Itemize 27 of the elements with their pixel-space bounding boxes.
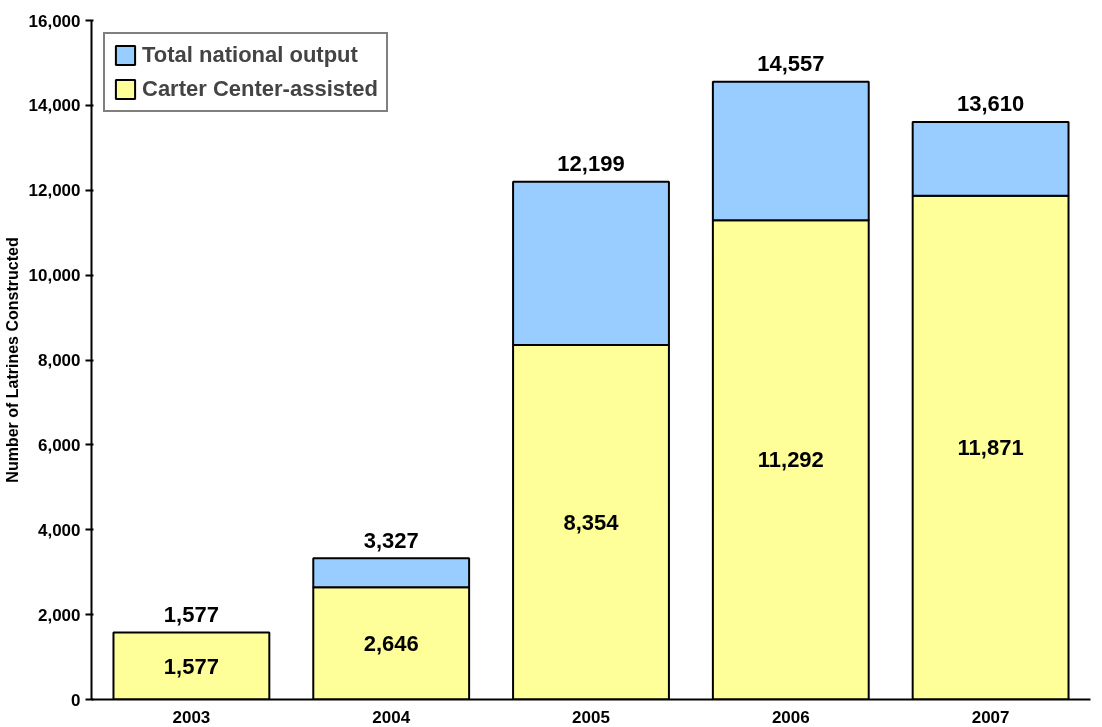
total-label: 1,577 [163, 601, 219, 627]
y-tick-label: 6,000 [37, 435, 81, 455]
y-tick-label: 4,000 [37, 520, 81, 540]
y-tick-label: 0 [71, 690, 81, 710]
y-tick-label: 2,000 [37, 605, 81, 625]
legend-label: Carter Center-assisted [142, 76, 378, 102]
total-label: 14,557 [757, 51, 825, 77]
y-tick-label: 12,000 [28, 181, 81, 201]
data-label: 11,871 [957, 435, 1024, 461]
total-label: 13,610 [956, 91, 1025, 117]
x-tick-label: 2005 [572, 707, 610, 727]
y-tick-label: 14,000 [28, 96, 81, 116]
y-axis-title: Number of Latrines Constructed [3, 237, 21, 483]
x-tick-label: 2006 [771, 707, 810, 727]
data-label: 8,354 [563, 509, 620, 535]
data-label: 2,646 [363, 630, 419, 656]
data-label: 11,292 [757, 447, 824, 473]
y-tick-label: 10,000 [28, 266, 81, 286]
x-tick-label: 2007 [971, 707, 1010, 727]
total-label: 3,327 [363, 527, 419, 553]
data-label: 1,577 [163, 653, 219, 679]
x-tick-label: 2003 [172, 707, 211, 727]
y-tick-label: 8,000 [37, 351, 81, 370]
legend-label: Total national output [142, 42, 358, 68]
total-label: 12,199 [557, 151, 625, 177]
x-tick-label: 2004 [372, 707, 411, 727]
y-tick-label: 16,000 [28, 11, 81, 31]
